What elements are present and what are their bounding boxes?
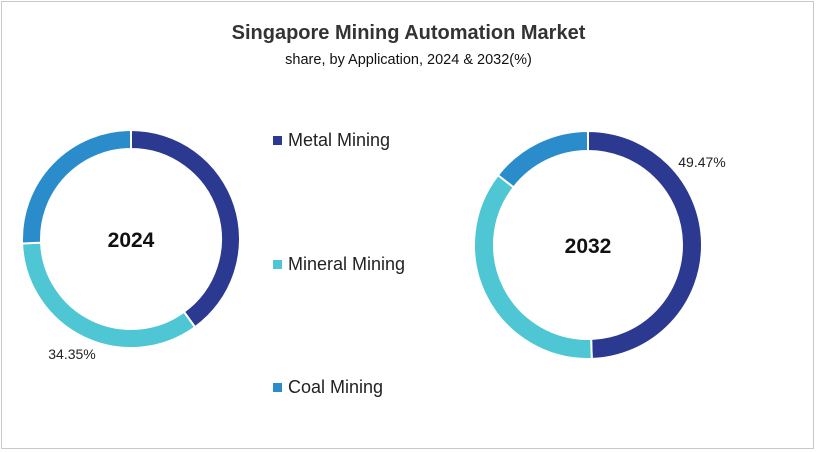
chart-title: Singapore Mining Automation Market [231,22,586,44]
legend-swatch-coal-mining [273,382,282,392]
slice-2032-mineral-mining [473,173,593,360]
slice-2032-coal-mining [496,129,589,189]
data-label-2032-metal-mining: 49.47% [678,154,725,170]
center-label-2024: 2024 [108,229,155,252]
legend-item-coal-mining: Coal Mining [273,376,383,398]
data-label-2024-mineral-mining: 34.35% [48,346,95,362]
legend-label-mineral-mining: Mineral Mining [288,253,406,274]
legend-swatch-mineral-mining [273,259,282,269]
slice-2024-coal-mining [21,128,132,245]
slice-2024-mineral-mining [21,241,197,349]
legend-label-metal-mining: Metal Mining [288,129,391,150]
legend-item-mineral-mining: Mineral Mining [273,253,405,275]
legend-label-coal-mining: Coal Mining [288,376,384,397]
center-label-2032: 2032 [565,235,612,258]
legend-swatch-metal-mining [273,135,282,145]
legend-item-metal-mining: Metal Mining [273,129,390,151]
chart-subtitle: share, by Application, 2024 & 2032(%) [285,52,532,68]
